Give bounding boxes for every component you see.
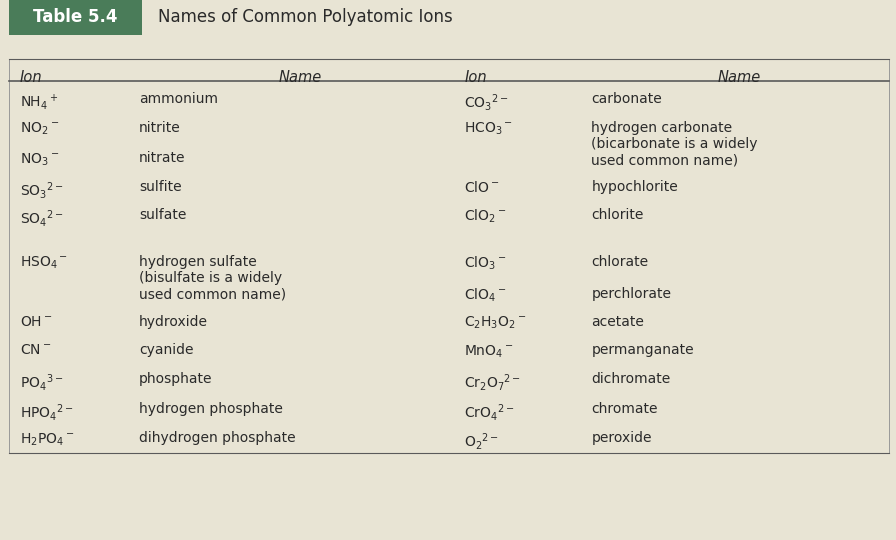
Text: Name: Name	[279, 70, 322, 85]
Text: sulfate: sulfate	[139, 207, 186, 221]
Text: cyanide: cyanide	[139, 343, 194, 357]
Text: ClO$_3$$^-$: ClO$_3$$^-$	[464, 255, 506, 272]
Text: Names of Common Polyatomic Ions: Names of Common Polyatomic Ions	[158, 8, 452, 26]
Text: peroxide: peroxide	[591, 431, 652, 445]
Text: CO$_3$$^{2-}$: CO$_3$$^{2-}$	[464, 92, 509, 113]
Text: phosphate: phosphate	[139, 372, 212, 386]
Text: ClO$_2$$^-$: ClO$_2$$^-$	[464, 207, 506, 225]
Text: ClO$_4$$^-$: ClO$_4$$^-$	[464, 287, 506, 304]
Text: hypochlorite: hypochlorite	[591, 180, 678, 194]
Text: chromate: chromate	[591, 402, 658, 416]
Text: Ion: Ion	[20, 70, 42, 85]
Text: Ion: Ion	[464, 70, 487, 85]
Text: HPO$_4$$^{2-}$: HPO$_4$$^{2-}$	[20, 402, 73, 423]
Text: HSO$_4$$^-$: HSO$_4$$^-$	[20, 255, 68, 271]
Text: NO$_3$$^-$: NO$_3$$^-$	[20, 151, 59, 167]
Text: chlorate: chlorate	[591, 255, 649, 269]
Text: NH$_4$$^+$: NH$_4$$^+$	[20, 92, 58, 112]
Text: NO$_2$$^-$: NO$_2$$^-$	[20, 120, 59, 137]
Text: hydrogen sulfate
(bisulfate is a widely
used common name): hydrogen sulfate (bisulfate is a widely …	[139, 255, 286, 301]
Text: acetate: acetate	[591, 315, 644, 329]
Text: hydrogen carbonate
(bicarbonate is a widely
used common name): hydrogen carbonate (bicarbonate is a wid…	[591, 120, 758, 167]
Text: CrO$_4$$^{2-}$: CrO$_4$$^{2-}$	[464, 402, 514, 423]
Text: perchlorate: perchlorate	[591, 287, 671, 301]
Text: SO$_4$$^{2-}$: SO$_4$$^{2-}$	[20, 207, 64, 228]
Text: ClO$^-$: ClO$^-$	[464, 180, 500, 194]
Text: H$_2$PO$_4$$^-$: H$_2$PO$_4$$^-$	[20, 431, 74, 448]
Text: carbonate: carbonate	[591, 92, 662, 106]
Text: permanganate: permanganate	[591, 343, 694, 357]
Text: SO$_3$$^{2-}$: SO$_3$$^{2-}$	[20, 180, 64, 201]
Text: dichromate: dichromate	[591, 372, 670, 386]
Text: MnO$_4$$^-$: MnO$_4$$^-$	[464, 343, 513, 360]
Text: PO$_4$$^{3-}$: PO$_4$$^{3-}$	[20, 372, 63, 393]
Text: chlorite: chlorite	[591, 207, 643, 221]
Text: HCO$_3$$^-$: HCO$_3$$^-$	[464, 120, 513, 137]
FancyBboxPatch shape	[9, 0, 142, 36]
Text: dihydrogen phosphate: dihydrogen phosphate	[139, 431, 296, 445]
Text: sulfite: sulfite	[139, 180, 182, 194]
Text: CN$^-$: CN$^-$	[20, 343, 51, 357]
Text: C$_2$H$_3$O$_2$$^-$: C$_2$H$_3$O$_2$$^-$	[464, 315, 527, 331]
Text: hydrogen phosphate: hydrogen phosphate	[139, 402, 283, 416]
Text: hydroxide: hydroxide	[139, 315, 208, 329]
Text: OH$^-$: OH$^-$	[20, 315, 52, 329]
Text: Cr$_2$O$_7$$^{2-}$: Cr$_2$O$_7$$^{2-}$	[464, 372, 521, 393]
Text: O$_2$$^{2-}$: O$_2$$^{2-}$	[464, 431, 499, 452]
Text: nitrite: nitrite	[139, 120, 181, 134]
Text: nitrate: nitrate	[139, 151, 185, 165]
Text: Name: Name	[718, 70, 761, 85]
Text: Table 5.4: Table 5.4	[33, 8, 117, 26]
Text: ammonium: ammonium	[139, 92, 218, 106]
